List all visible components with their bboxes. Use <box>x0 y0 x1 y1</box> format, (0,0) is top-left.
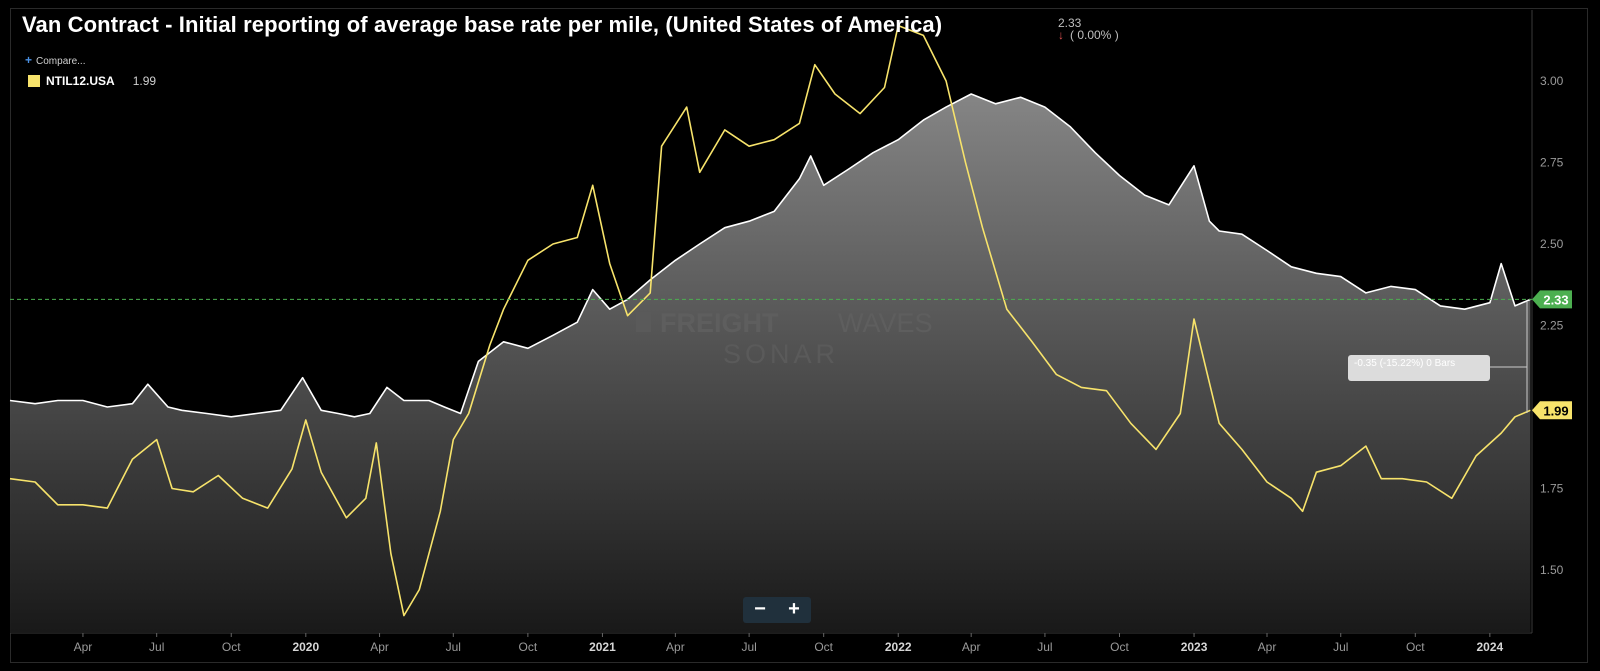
measure-box <box>1348 355 1490 381</box>
y-tick-label: 2.75 <box>1540 156 1564 170</box>
x-tick-label: Jul <box>741 640 756 654</box>
x-tick-label: Oct <box>1406 640 1425 654</box>
y-tick-label: 2.50 <box>1540 237 1564 251</box>
x-tick-label: Apr <box>666 640 685 654</box>
x-tick-label: 2023 <box>1181 640 1208 654</box>
x-tick-label: Jul <box>1333 640 1348 654</box>
x-tick-label: Apr <box>1258 640 1277 654</box>
y-tick-label: 1.75 <box>1540 482 1564 496</box>
x-tick-label: Apr <box>74 640 93 654</box>
series-area <box>10 94 1531 633</box>
x-tick-label: 2020 <box>292 640 319 654</box>
series-line-yellow[interactable] <box>9 24 1531 617</box>
legend[interactable]: NTIL12.USA 1.99 <box>28 74 156 88</box>
series-line-white[interactable] <box>9 93 1531 418</box>
x-tick-label: 2021 <box>589 640 616 654</box>
last-value-tag-yellow <box>1532 401 1572 420</box>
chart-header: Van Contract - Initial reporting of aver… <box>22 12 942 38</box>
legend-value: 1.99 <box>132 74 157 88</box>
page-title: Van Contract - Initial reporting of aver… <box>22 12 943 37</box>
legend-swatch <box>28 75 40 87</box>
zoom-controls: − + <box>743 597 811 623</box>
last-value-tag-white <box>1532 290 1572 309</box>
last-value-tag-label: 1.99 <box>1543 403 1568 418</box>
x-tick-label: 2024 <box>1477 640 1504 654</box>
x-tick-label: Oct <box>519 640 538 654</box>
measure-label: -0.35 (-15.22%) 0 Bars <box>1354 358 1455 369</box>
watermark-sonar: SONAR <box>723 339 839 369</box>
legend-symbol: NTIL12.USA <box>46 74 115 88</box>
x-tick-label: Jul <box>446 640 461 654</box>
x-tick-label: Oct <box>814 640 833 654</box>
watermark-freight: FREIGHT <box>660 308 779 338</box>
last-value: 2.33 <box>1058 16 1082 30</box>
compare-button[interactable]: + Compare... <box>25 53 85 67</box>
x-tick-label: Apr <box>370 640 389 654</box>
zoom-in-button[interactable]: + <box>788 598 800 620</box>
change-row: ↓ ( 0.00% ) <box>1058 28 1119 42</box>
x-tick-label: Oct <box>222 640 241 654</box>
zoom-out-button[interactable]: − <box>754 598 766 620</box>
y-tick-label: 2.25 <box>1540 319 1564 333</box>
watermark: FREIGHT WAVES SONAR <box>636 308 933 369</box>
y-tick-label: 3.00 <box>1540 74 1564 88</box>
measure-tool[interactable]: -0.35 (-15.22%) 0 Bars <box>1348 302 1528 413</box>
x-tick-label: Apr <box>962 640 981 654</box>
x-tick-label: Jul <box>1037 640 1052 654</box>
compare-label: Compare... <box>36 56 86 67</box>
last-value-tag-label: 2.33 <box>1543 292 1568 307</box>
x-tick-label: 2022 <box>885 640 912 654</box>
x-tick-label: Jul <box>149 640 164 654</box>
x-tick-label: Oct <box>1110 640 1129 654</box>
watermark-logo-icon <box>636 312 651 332</box>
arrow-down-icon: ↓ <box>1058 28 1064 42</box>
plus-icon: + <box>25 53 33 67</box>
watermark-waves: WAVES <box>838 308 933 338</box>
change-percent: ( 0.00% ) <box>1070 28 1119 42</box>
y-tick-label: 1.50 <box>1540 563 1564 577</box>
